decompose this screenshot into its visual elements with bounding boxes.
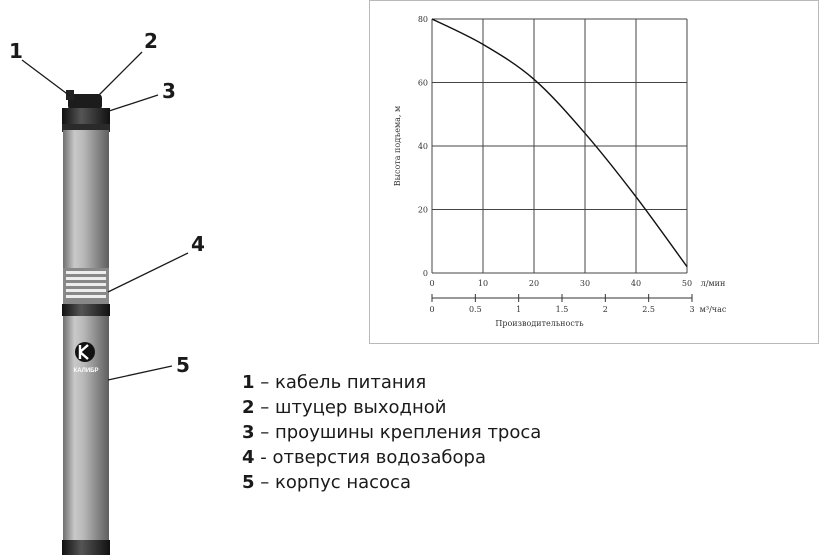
- pump-illustration: КАЛИБР 1 2 3 4 5: [9, 29, 205, 555]
- callout-4: 4: [191, 232, 205, 256]
- brand-logo-icon: [75, 342, 95, 362]
- x-unit-primary: л/мин: [701, 279, 726, 288]
- legend-text: кабель питания: [274, 372, 427, 393]
- legend-text: проушины крепления троса: [274, 422, 542, 443]
- x-tick-label: 50: [682, 279, 692, 288]
- y-axis-title: Высота подъема, м: [393, 106, 402, 186]
- legend-num: 1: [242, 372, 255, 393]
- secondary-tick-label: 0: [429, 305, 434, 314]
- callout-line-5: [107, 365, 173, 381]
- y-tick-label: 60: [418, 79, 428, 88]
- legend-num: 3: [242, 422, 255, 443]
- legend-item-1: 1 – кабель питания: [242, 370, 541, 395]
- x-tick-label: 10: [478, 279, 488, 288]
- bottom-cap: [62, 540, 110, 555]
- parts-legend: 1 – кабель питания 2 – штуцер выходной 3…: [242, 370, 541, 495]
- mid-ring: [62, 304, 110, 316]
- callout-2: 2: [144, 29, 158, 53]
- x-tick-label: 40: [631, 279, 641, 288]
- legend-sep: -: [254, 447, 273, 468]
- secondary-tick-label: 2: [603, 305, 608, 314]
- y-tick-label: 80: [418, 15, 428, 24]
- legend-text: штуцер выходной: [274, 397, 447, 418]
- callout-3: 3: [162, 79, 176, 103]
- top-ring: [62, 124, 110, 132]
- callout-line-2: [97, 51, 143, 97]
- legend-item-3: 3 – проушины крепления троса: [242, 420, 541, 445]
- x-tick-label: 20: [529, 279, 539, 288]
- secondary-tick-label: 0.5: [469, 305, 482, 314]
- callout-line-4: [107, 252, 189, 293]
- legend-num: 2: [242, 397, 255, 418]
- brand-label: КАЛИБР: [74, 368, 99, 374]
- x-tick-label: 0: [429, 279, 434, 288]
- performance-chart: 0 10 20 30 40 50 0 20 40 60 80 л/мин 0 0.5 1 1.5 2 2.5 3 м³…: [369, 0, 819, 344]
- intake-slots: [66, 271, 106, 298]
- secondary-tick-label: 1: [516, 305, 521, 314]
- legend-text: корпус насоса: [274, 472, 411, 493]
- cable-stub: [66, 90, 74, 100]
- top-cap: [62, 108, 110, 124]
- x-tick-label: 30: [580, 279, 590, 288]
- y-tick-label: 20: [418, 206, 428, 215]
- performance-curve: [431, 18, 688, 268]
- y-tick-label: 40: [418, 142, 428, 151]
- legend-sep: –: [254, 397, 275, 418]
- legend-item-5: 5 – корпус насоса: [242, 470, 541, 495]
- callout-1: 1: [9, 39, 23, 63]
- legend-sep: –: [254, 372, 275, 393]
- callout-line-3: [105, 94, 159, 113]
- callout-5: 5: [176, 353, 190, 377]
- secondary-tick-label: 1.5: [556, 305, 569, 314]
- legend-num: 4: [242, 447, 255, 468]
- motor-body-upper: [63, 130, 109, 268]
- secondary-tick-label: 2.5: [642, 305, 655, 314]
- secondary-tick-label: 3: [689, 305, 694, 314]
- legend-sep: –: [254, 472, 275, 493]
- legend-num: 5: [242, 472, 255, 493]
- callout-line-1: [21, 59, 71, 97]
- legend-text: отверстия водозабора: [272, 447, 486, 468]
- outlet-fitting: [68, 94, 102, 110]
- y-tick-label: 0: [423, 269, 428, 278]
- x-unit-secondary: м³/час: [700, 305, 727, 314]
- chart-canvas: 0 10 20 30 40 50 0 20 40 60 80 л/мин 0 0.5 1 1.5 2 2.5 3 м³…: [393, 15, 727, 328]
- legend-item-2: 2 – штуцер выходной: [242, 395, 541, 420]
- legend-sep: –: [254, 422, 275, 443]
- legend-item-4: 4 - отверстия водозабора: [242, 445, 541, 470]
- x-axis-title: Производительность: [495, 319, 584, 328]
